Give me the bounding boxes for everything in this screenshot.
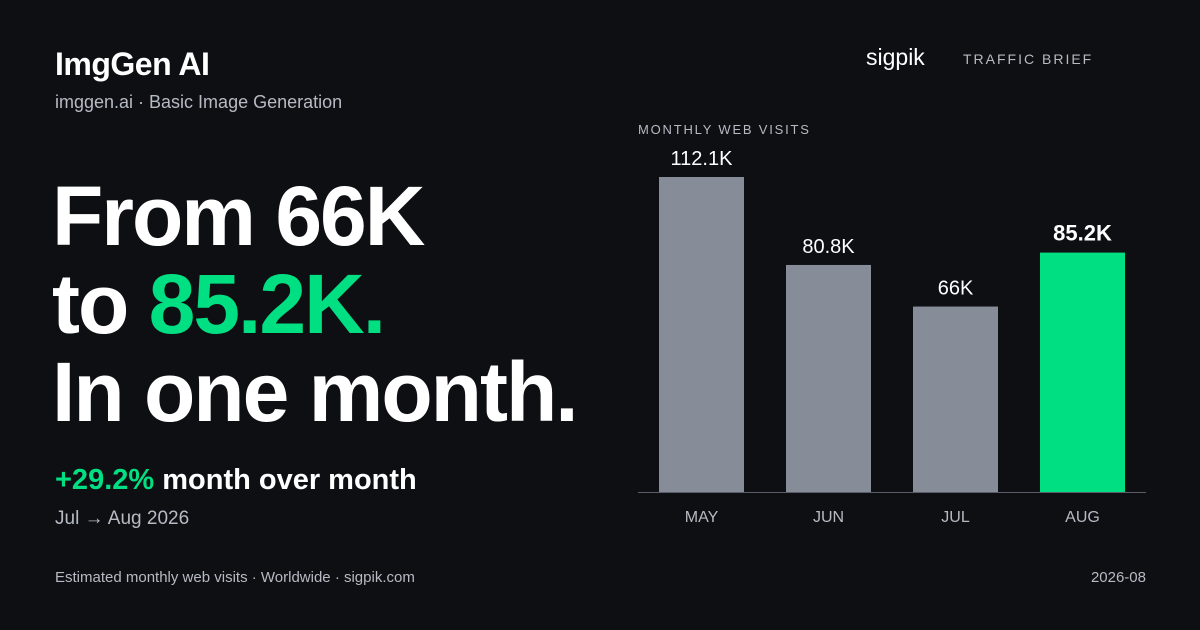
headline-line-2-prefix: to	[52, 257, 149, 351]
value-label-jun: 80.8K	[802, 236, 855, 258]
value-label-jul: 66K	[938, 278, 974, 300]
value-label-aug: 85.2K	[1053, 221, 1112, 246]
headline: From 66K to 85.2K. In one month.	[52, 169, 579, 439]
category-label-jul: JUL	[941, 509, 970, 526]
traffic-brief-tag: TRAFFIC BRIEF	[963, 51, 1094, 67]
footer-date: 2026-08	[1090, 569, 1146, 586]
brand-title: ImgGen AI	[55, 46, 210, 82]
bar-jul	[913, 306, 998, 492]
category-label-may: MAY	[685, 509, 719, 526]
bar-may	[659, 177, 744, 492]
bar-aug	[1040, 252, 1125, 492]
change-text: month over month	[154, 464, 417, 496]
footer-source: Estimated monthly web visits · Worldwide…	[55, 569, 415, 586]
sigpik-logo: sigpik	[866, 44, 925, 70]
brand-subtitle: imggen.ai · Basic Image Generation	[55, 92, 343, 112]
headline-accent-value: 85.2K.	[148, 257, 386, 351]
headline-line-1: From 66K	[52, 169, 425, 263]
value-label-may: 112.1K	[671, 148, 734, 170]
chart-title: MONTHLY WEB VISITS	[638, 122, 811, 137]
bar-jun	[786, 264, 871, 492]
category-label-jun: JUN	[813, 509, 844, 526]
headline-line-3: In one month.	[52, 345, 579, 439]
headline-line-2: to 85.2K.	[52, 260, 577, 348]
change-period: Jul → Aug 2026	[55, 508, 190, 529]
category-label-aug: AUG	[1065, 509, 1100, 526]
change-summary: +29.2% month over month	[55, 464, 417, 497]
change-percent: +29.2%	[55, 464, 155, 496]
